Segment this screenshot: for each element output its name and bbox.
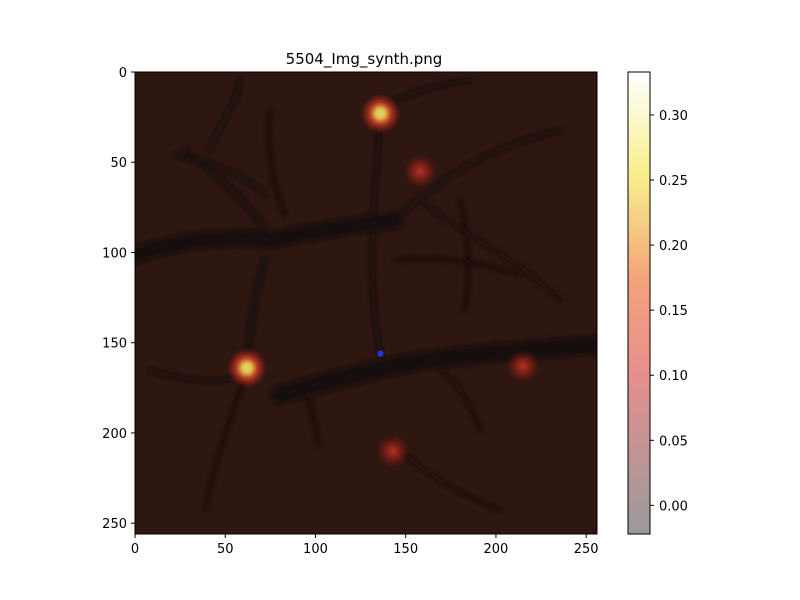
y-tick-label-0: 0 (119, 66, 127, 81)
hotspot-0 (360, 93, 401, 134)
x-tick-label-0: 0 (131, 542, 139, 557)
colorbar: 0.00 0.05 0.10 0.15 0.20 0.25 0.30 (627, 71, 688, 535)
marker-point (377, 350, 384, 357)
hotspot-1 (226, 347, 267, 388)
x-axis: 0 50 100 150 200 250 (131, 534, 599, 557)
y-tick-label-3: 150 (102, 337, 127, 352)
colorbar-tick-label-0: 0.00 (659, 499, 688, 514)
hotspot-3 (376, 433, 411, 468)
colorbar-tick-label-1: 0.05 (659, 434, 688, 449)
hotspot-2 (403, 154, 438, 189)
x-tick-label-4: 200 (484, 542, 509, 557)
y-tick-label-2: 100 (102, 246, 127, 261)
x-tick-label-3: 150 (393, 542, 418, 557)
x-tick-label-5: 250 (574, 542, 599, 557)
colorbar-tick-label-6: 0.30 (659, 109, 688, 124)
plot-area (135, 72, 597, 534)
hotspot-layer (226, 93, 541, 468)
y-axis: 0 50 100 150 200 250 (102, 66, 135, 532)
colorbar-ticks: 0.00 0.05 0.10 0.15 0.20 0.25 0.30 (650, 109, 688, 514)
colorbar-tick-label-3: 0.15 (659, 304, 688, 319)
colorbar-gradient (627, 71, 651, 535)
x-tick-label-2: 100 (303, 542, 328, 557)
x-tick-label-1: 50 (217, 542, 234, 557)
chart-title: 5504_Img_synth.png (286, 50, 443, 69)
hotspot-4 (506, 349, 541, 384)
y-tick-label-1: 50 (110, 156, 127, 171)
y-tick-label-4: 200 (102, 427, 127, 442)
plot-frame (134, 71, 598, 535)
colorbar-tick-label-2: 0.10 (659, 369, 688, 384)
colorbar-tick-label-4: 0.20 (659, 239, 688, 254)
colorbar-tick-label-5: 0.25 (659, 174, 688, 189)
y-tick-label-5: 250 (102, 517, 127, 532)
